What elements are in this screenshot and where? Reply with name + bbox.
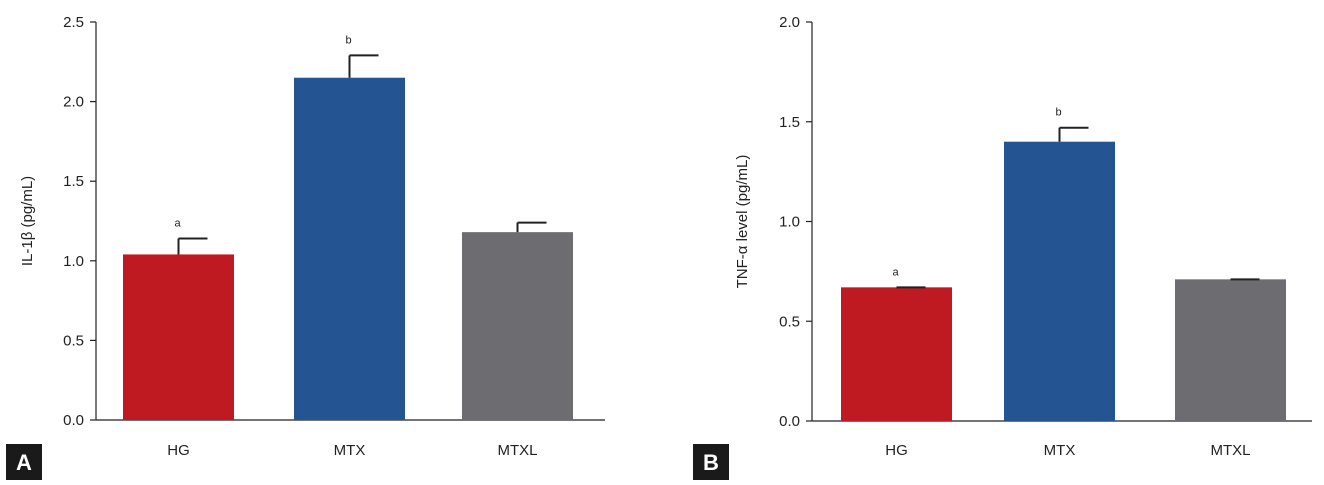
y-axis-title: IL-1β (pg/mL) [19,176,36,266]
y-tick-label: 0.0 [63,412,84,429]
y-tick-label: 0.5 [63,332,84,349]
y-axis-title: TNF-α level (pg/mL) [734,155,751,289]
y-tick-label: 2.5 [63,14,84,31]
y-tick-label: 1.0 [63,253,84,270]
panel-a-chart: 0.0 0.5 1.0 1.5 2.0 2.5 a HG b MTX MTXL IL-1β (pg/m… [6,14,605,480]
bar-mtx [294,77,405,420]
y-tick-label: 1.0 [779,214,800,231]
bar-mtxl [1175,279,1286,421]
x-category-label: MTXL [1210,442,1250,459]
y-tick-label: 1.5 [63,173,84,190]
bar-hg [841,287,952,421]
significance-letter: b [1055,107,1061,119]
significance-letter: a [892,266,899,278]
x-category-label: HG [885,442,908,459]
x-category-label: MTX [334,442,366,459]
panel-letter-badge [693,444,729,480]
y-tick-label: 1.5 [779,114,800,131]
bar-mtxl [462,232,573,420]
x-category-label: MTXL [497,442,537,459]
y-tick-label: 0.0 [779,413,800,430]
panel-letter: A [16,450,32,475]
x-category-label: MTX [1044,442,1076,459]
y-tick-label: 2.0 [63,94,84,111]
bar-mtx [1004,141,1115,421]
bar-hg [123,254,234,420]
panel-letter-badge [6,444,42,480]
panel-letter: B [703,450,719,475]
significance-letter: a [174,218,181,230]
y-tick-label: 2.0 [779,14,800,31]
significance-letter: b [345,34,351,46]
panel-b-chart: 0.0 0.5 1.0 1.5 2.0 a HG b MTX MTXL TNF-α level (p… [693,14,1312,480]
y-tick-label: 0.5 [779,313,800,330]
x-category-label: HG [167,442,190,459]
